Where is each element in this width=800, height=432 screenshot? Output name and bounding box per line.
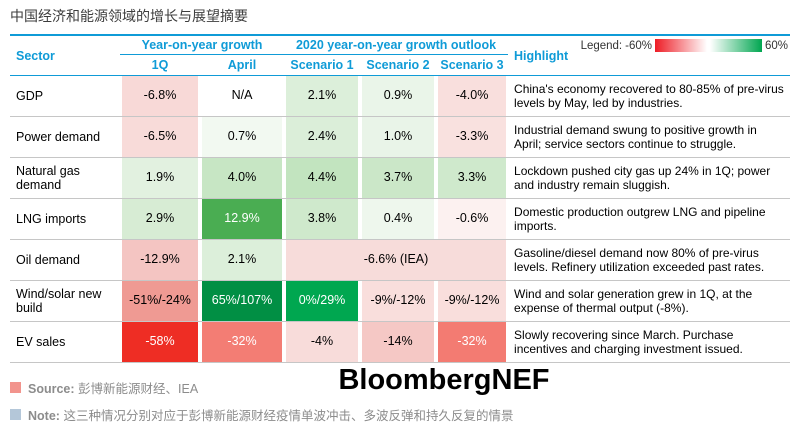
highlight-cell: Wind and solar generation grew in 1Q, at… xyxy=(508,280,791,322)
value-cell: 1.0% xyxy=(360,116,436,158)
value-cell: -4% xyxy=(284,321,360,363)
value-cell: -6.5% xyxy=(120,116,200,158)
value-cell: 0.7% xyxy=(200,116,284,158)
source-line: Source: 彭博新能源财经、IEA xyxy=(10,378,790,397)
value-cell: -51%/-24% xyxy=(120,280,200,322)
sector-cell: Natural gas demand xyxy=(10,157,120,199)
value-cell: -32% xyxy=(436,321,509,363)
col-header-scenario-1: Scenario 1 xyxy=(284,54,360,76)
value-cell: -14% xyxy=(360,321,436,363)
legend-red-gradient-bar xyxy=(655,39,707,52)
sector-cell: Power demand xyxy=(10,116,120,158)
value-cell: 3.8% xyxy=(284,198,360,240)
value-cell: 3.7% xyxy=(360,157,436,199)
table-body: GDP -6.8% N/A 2.1% 0.9% -4.0% China's economy … xyxy=(10,75,791,363)
note-label: Note: xyxy=(28,409,60,423)
source-label: Source: xyxy=(28,382,75,396)
value-cell: -32% xyxy=(200,321,284,363)
source-text: 彭博新能源财经、IEA xyxy=(78,382,199,396)
highlight-cell: Slowly recovering since March. Purchase … xyxy=(508,321,791,363)
value-cell: -9%/-12% xyxy=(436,280,509,322)
value-cell: 4.0% xyxy=(200,157,284,199)
color-legend: Legend: -60% 60% xyxy=(581,39,788,52)
value-cell: 4.4% xyxy=(284,157,360,199)
note-text: 这三种情况分别对应于彭博新能源财经疫情单波冲击、多波反弹和持久反复的情景 xyxy=(63,409,514,423)
col-header-sector: Sector xyxy=(10,35,120,76)
value-cell: N/A xyxy=(200,75,284,117)
header-sub-row: 1Q April Scenario 1 Scenario 2 Scenario … xyxy=(10,54,790,76)
highlight-cell: Gasoline/diesel demand now 80% of pre-vi… xyxy=(508,239,791,281)
footer: Source: 彭博新能源财经、IEA BloombergNEF Note: 这… xyxy=(10,364,790,432)
table-header: Sector Year-on-year growth 2020 year-on-… xyxy=(10,35,791,76)
value-cell: -58% xyxy=(120,321,200,363)
value-cell: -9%/-12% xyxy=(360,280,436,322)
value-cell: -6.8% xyxy=(120,75,200,117)
page-title: 中国经济和能源领域的增长与展望摘要 xyxy=(10,8,248,24)
col-group-yoy-growth: Year-on-year growth xyxy=(120,35,284,55)
table-row: EV sales -58% -32% -4% -14% -32% Slowly recove… xyxy=(10,321,791,363)
note-line: Note: 这三种情况分别对应于彭博新能源财经疫情单波冲击、多波反弹和持久反复的… xyxy=(10,405,790,424)
sector-cell: EV sales xyxy=(10,321,120,363)
table-row: Natural gas demand 1.9% 4.0% 4.4% 3.7% 3.3% Lo… xyxy=(10,157,791,199)
sector-cell: GDP xyxy=(10,75,120,117)
col-header-highlight: Legend: -60% 60% Highlight xyxy=(508,35,791,76)
value-cell: -4.0% xyxy=(436,75,509,117)
col-header-april: April xyxy=(200,54,284,76)
summary-table: Sector Year-on-year growth 2020 year-on-… xyxy=(10,34,791,363)
value-cell: 0.9% xyxy=(360,75,436,117)
legend-max-value: 60% xyxy=(765,39,789,52)
col-header-scenario-3: Scenario 3 xyxy=(436,54,509,76)
note-bullet-icon xyxy=(10,409,21,420)
sector-cell: Wind/solar new build xyxy=(10,280,120,322)
highlight-cell: Lockdown pushed city gas up 24% in 1Q; p… xyxy=(508,157,791,199)
table-row: Oil demand -12.9% 2.1% -6.6% (IEA) Gasoline/… xyxy=(10,239,791,281)
table-row: Wind/solar new build -51%/-24% 65%/107% 0%/… xyxy=(10,280,791,322)
value-cell: 2.9% xyxy=(120,198,200,240)
table-row: LNG imports 2.9% 12.9% 3.8% 0.4% -0.6% Domesti… xyxy=(10,198,791,240)
legend-label: Legend: xyxy=(580,39,623,52)
bloombergnef-logo: BloombergNEF xyxy=(338,364,550,396)
highlight-cell: Domestic production outgrew LNG and pipe… xyxy=(508,198,791,240)
value-cell: 12.9% xyxy=(200,198,284,240)
value-cell: 0%/29% xyxy=(284,280,360,322)
col-header-scenario-2: Scenario 2 xyxy=(360,54,436,76)
value-cell: 65%/107% xyxy=(200,280,284,322)
source-bullet-icon xyxy=(10,382,21,393)
legend-green-gradient-bar xyxy=(710,39,762,52)
value-cell: 0.4% xyxy=(360,198,436,240)
col-group-outlook: 2020 year-on-year growth outlook xyxy=(284,35,509,55)
value-cell: 2.4% xyxy=(284,116,360,158)
legend-min-value: -60% xyxy=(625,39,652,52)
value-cell: 1.9% xyxy=(120,157,200,199)
value-cell: -0.6% xyxy=(436,198,509,240)
highlight-header-label: Highlight xyxy=(514,48,569,63)
sector-cell: LNG imports xyxy=(10,198,120,240)
header-group-row: Sector Year-on-year growth 2020 year-on-… xyxy=(10,35,791,76)
value-cell: -6.6% (IEA) xyxy=(284,239,509,281)
table-row: GDP -6.8% N/A 2.1% 0.9% -4.0% China's economy … xyxy=(10,75,791,117)
value-cell: -3.3% xyxy=(436,116,509,158)
value-cell: 2.1% xyxy=(200,239,284,281)
value-cell: -12.9% xyxy=(120,239,200,281)
highlight-cell: China's economy recovered to 80-85% of p… xyxy=(508,75,791,117)
sector-cell: Oil demand xyxy=(10,239,120,281)
value-cell: 3.3% xyxy=(436,157,509,199)
col-header-1q: 1Q xyxy=(120,54,200,76)
highlight-cell: Industrial demand swung to positive grow… xyxy=(508,116,791,158)
table-row: Power demand -6.5% 0.7% 2.4% 1.0% -3.3% Indust… xyxy=(10,116,791,158)
value-cell: 2.1% xyxy=(284,75,360,117)
